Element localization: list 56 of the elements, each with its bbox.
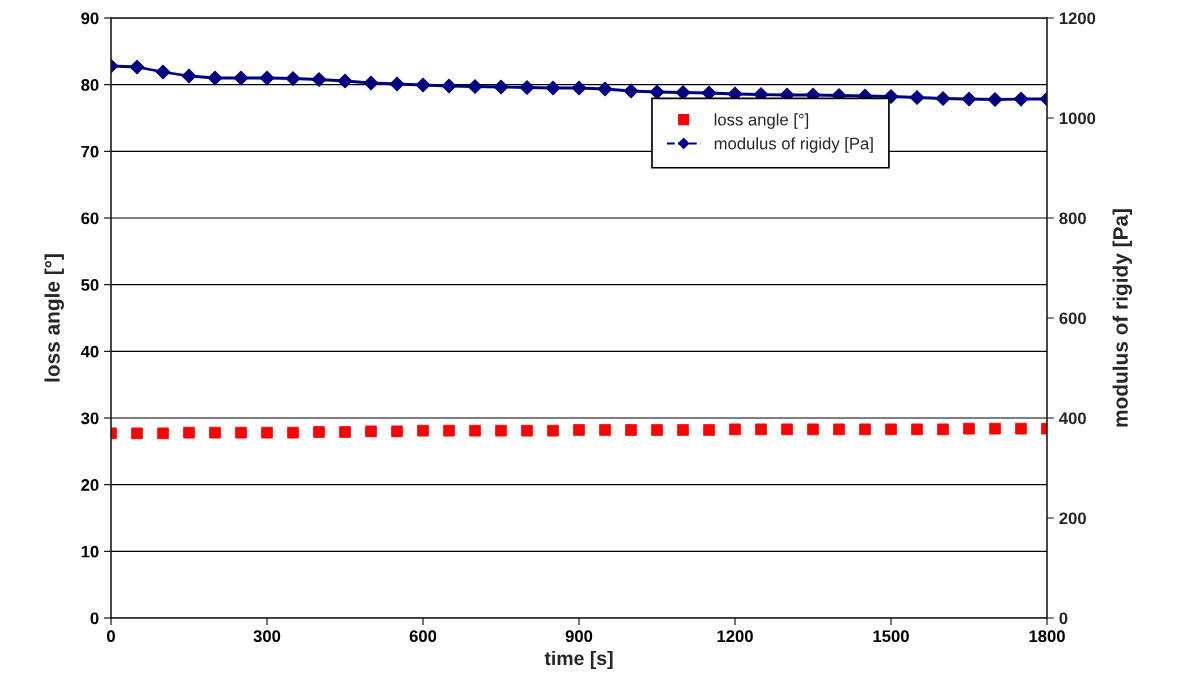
x-axis-title: time [s] bbox=[544, 650, 613, 670]
point bbox=[285, 71, 301, 86]
y2-tick-label: 800 bbox=[1059, 212, 1086, 225]
point bbox=[415, 77, 431, 93]
point bbox=[623, 83, 639, 99]
point bbox=[1013, 91, 1029, 107]
y-tick-label: 20 bbox=[81, 479, 99, 491]
x-tick-label: 1800 bbox=[1029, 630, 1065, 643]
point bbox=[675, 85, 691, 100]
point bbox=[467, 79, 483, 94]
point bbox=[311, 72, 327, 87]
y2-tick-label: 0 bbox=[1059, 612, 1068, 625]
point bbox=[129, 59, 145, 75]
legend-label: modulus of rigidy [Pa] bbox=[714, 137, 873, 153]
point bbox=[259, 70, 275, 86]
x-tick-label: 1500 bbox=[873, 630, 909, 643]
point bbox=[363, 75, 379, 91]
y-tick-label: 10 bbox=[81, 545, 99, 558]
point bbox=[935, 91, 951, 106]
y-tick-label: 60 bbox=[81, 212, 99, 225]
x-tick-label: 300 bbox=[253, 630, 281, 643]
legend-label: loss angle [°] bbox=[714, 113, 809, 129]
y2-tick-label: 400 bbox=[1059, 412, 1086, 425]
point bbox=[519, 80, 535, 95]
point bbox=[441, 78, 457, 94]
y2-tick-label: 600 bbox=[1059, 312, 1086, 325]
y-tick-label: 80 bbox=[81, 79, 99, 91]
x-tick-label: 1200 bbox=[717, 630, 753, 643]
point bbox=[389, 76, 405, 92]
y2-axis-title: modulus of rigidy [Pa] bbox=[1112, 209, 1133, 427]
point bbox=[649, 84, 665, 100]
point bbox=[571, 80, 587, 96]
y2-tick-label: 200 bbox=[1059, 512, 1086, 525]
x-tick-label: 0 bbox=[107, 630, 115, 643]
x-tick-label: 900 bbox=[565, 630, 593, 643]
y-tick-label: 70 bbox=[81, 145, 99, 158]
y-axis-title: loss angle [°] bbox=[44, 254, 64, 382]
y-tick-label: 30 bbox=[81, 412, 99, 425]
point bbox=[155, 64, 171, 80]
point bbox=[987, 92, 1003, 107]
y-tick-label: 40 bbox=[80, 345, 99, 358]
point bbox=[597, 81, 613, 97]
point bbox=[493, 79, 509, 95]
point bbox=[909, 90, 925, 105]
y-tick-label: 90 bbox=[81, 12, 99, 25]
point bbox=[961, 91, 977, 107]
point bbox=[181, 68, 197, 84]
x-tick-label: 600 bbox=[409, 630, 437, 643]
y-tick-label: 50 bbox=[81, 279, 99, 291]
point bbox=[233, 70, 249, 86]
y2-tick-label: 1000 bbox=[1059, 112, 1096, 125]
point bbox=[545, 80, 561, 96]
point bbox=[207, 70, 223, 86]
point bbox=[337, 73, 353, 89]
y2-tick-label: 1200 bbox=[1059, 12, 1096, 25]
y-tick-label: 0 bbox=[90, 612, 99, 625]
